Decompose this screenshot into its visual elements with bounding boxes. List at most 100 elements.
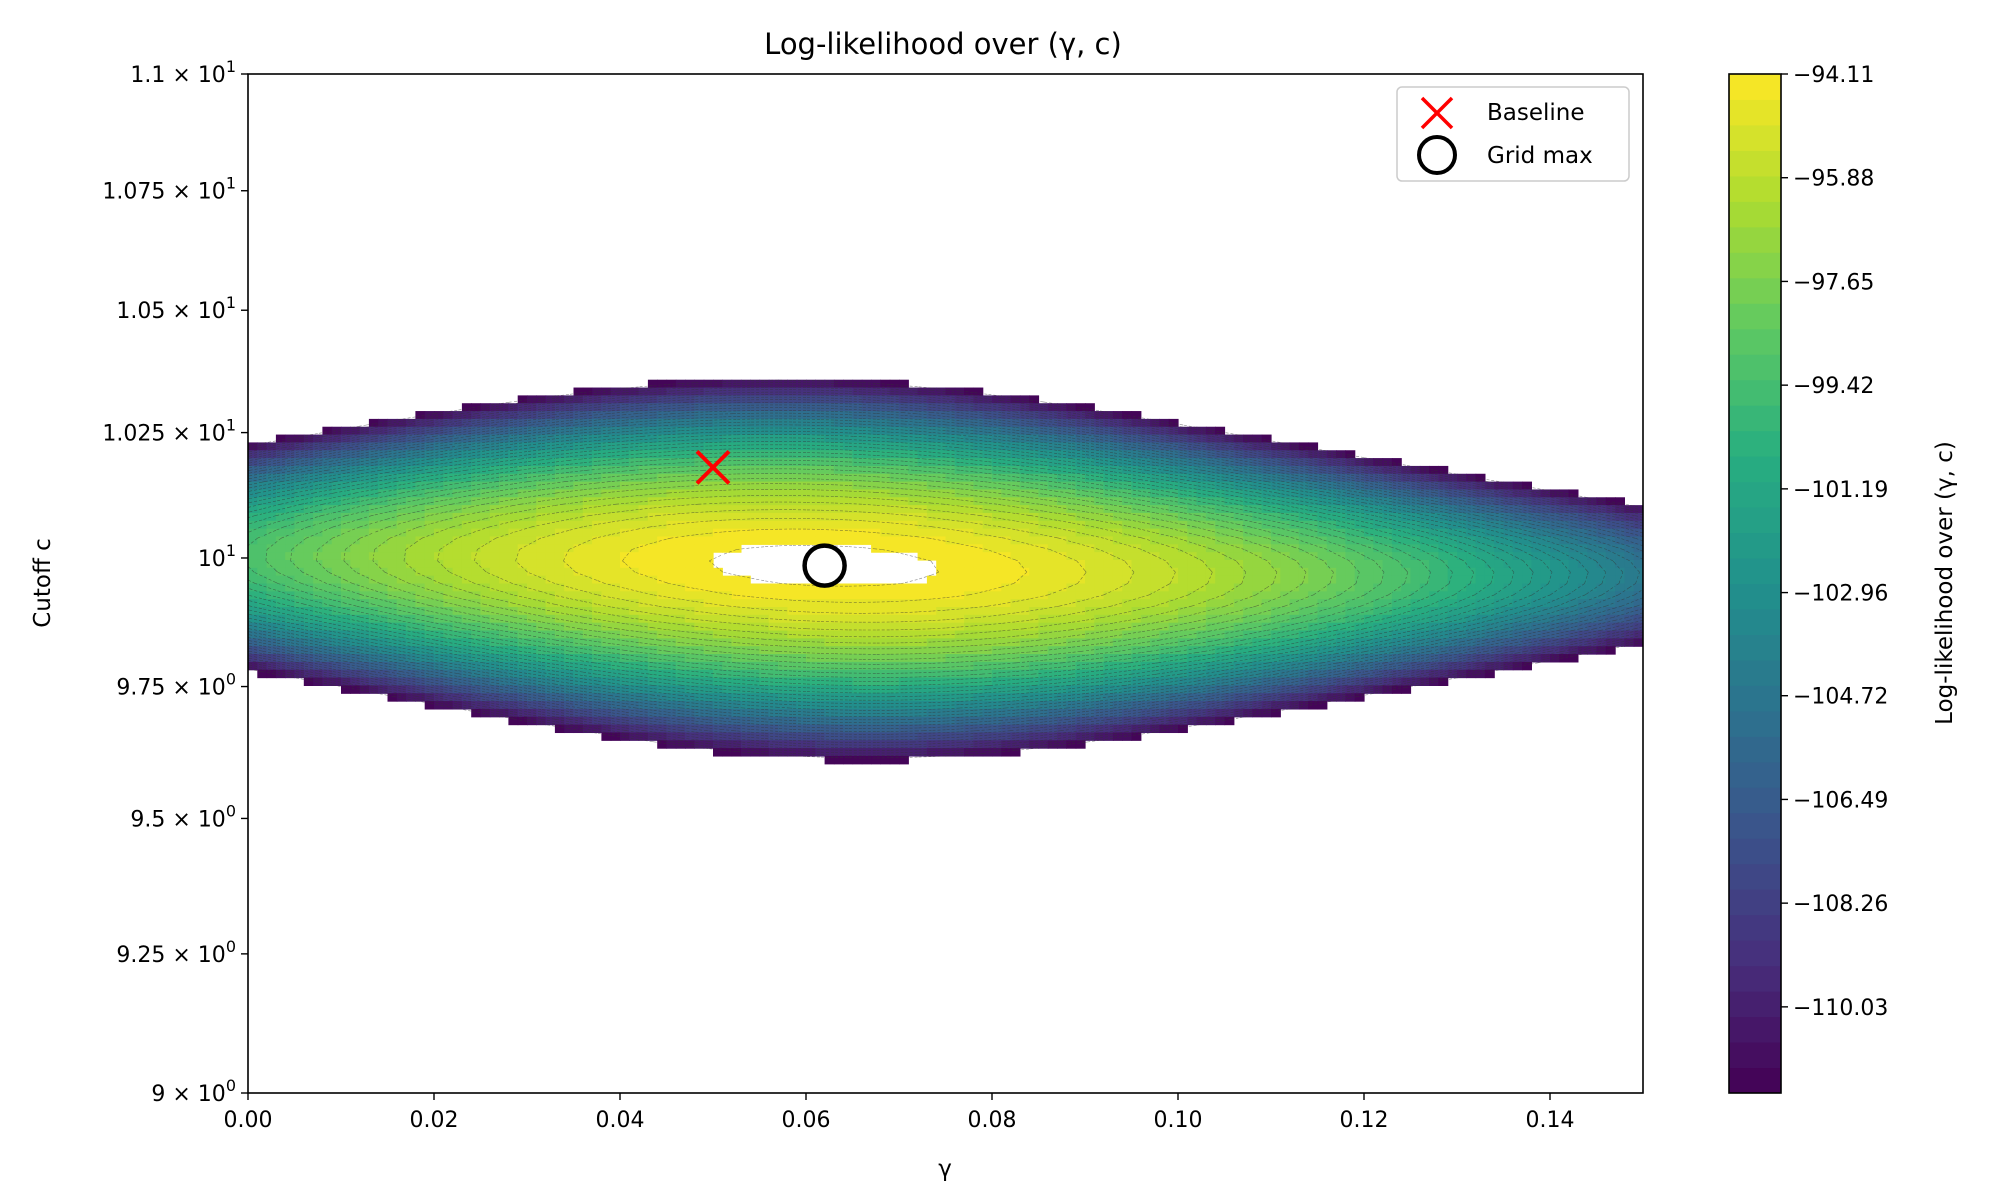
- contour-cell: [1559, 505, 1570, 514]
- contour-cell: [1019, 575, 1030, 585]
- contour-cell: [1205, 583, 1216, 592]
- contour-cell: [424, 426, 435, 436]
- contour-cell: [889, 434, 900, 444]
- contour-cell: [1457, 591, 1467, 600]
- contour-cell: [759, 395, 770, 404]
- contour-cell: [1457, 654, 1467, 663]
- contour-cell: [350, 599, 361, 608]
- contour-cell: [778, 418, 788, 428]
- contour-cell: [1280, 458, 1291, 467]
- contour-cell: [889, 630, 900, 639]
- contour-cell: [545, 552, 556, 561]
- contour-cell: [647, 544, 658, 553]
- contour-cell: [1364, 528, 1374, 538]
- contour-cell: [1596, 614, 1607, 624]
- contour-cell: [257, 575, 268, 585]
- contour-cell: [1605, 575, 1616, 585]
- contour-cell: [843, 669, 854, 679]
- contour-cell: [1085, 669, 1095, 679]
- contour-cell: [545, 567, 556, 577]
- contour-cell: [1419, 505, 1430, 514]
- contour-cell: [796, 505, 807, 514]
- contour-cell: [1271, 481, 1281, 491]
- contour-cell: [536, 622, 547, 632]
- contour-cell: [443, 622, 454, 632]
- contour-cell: [1178, 685, 1188, 694]
- contour-cell: [1075, 607, 1086, 616]
- contour-cell: [815, 497, 826, 506]
- contour-cell: [1401, 591, 1412, 600]
- contour-cell: [1587, 552, 1598, 561]
- contour-cell: [833, 536, 844, 545]
- contour-cell: [313, 591, 323, 600]
- contour-cell: [1047, 583, 1058, 592]
- contour-cell: [1205, 497, 1216, 506]
- contour-cell: [824, 677, 835, 686]
- contour-cell: [313, 442, 323, 451]
- contour-cell: [694, 552, 705, 561]
- contour-cell: [917, 646, 928, 655]
- contour-cell: [871, 544, 881, 553]
- contour-cell: [1243, 450, 1253, 459]
- contour-cell: [517, 418, 528, 428]
- contour-cell: [313, 434, 323, 444]
- contour-cell: [322, 646, 333, 655]
- contour-cell: [973, 481, 984, 491]
- contour-cell: [1159, 685, 1170, 694]
- contour-cell: [592, 465, 602, 475]
- contour-cell: [564, 552, 575, 561]
- contour-cell: [1122, 497, 1133, 506]
- contour-cell: [368, 536, 379, 545]
- contour-cell: [1252, 473, 1263, 483]
- contour-cell: [1484, 520, 1495, 530]
- contour-cell: [908, 426, 919, 436]
- contour-cell: [1466, 512, 1477, 522]
- contour-cell: [1345, 559, 1356, 569]
- contour-cell: [945, 638, 956, 647]
- contour-cell: [275, 607, 286, 616]
- contour-cell: [861, 614, 872, 624]
- contour-cell: [610, 685, 621, 694]
- contour-cell: [1298, 591, 1309, 600]
- contour-cell: [517, 426, 528, 436]
- contour-cell: [1438, 481, 1449, 491]
- contour-cell: [406, 450, 416, 459]
- contour-cell: [871, 630, 881, 639]
- contour-cell: [833, 418, 844, 428]
- contour-cell: [508, 458, 519, 467]
- contour-cell: [1057, 559, 1067, 569]
- contour-cell: [387, 552, 398, 561]
- contour-cell: [424, 607, 435, 616]
- contour-cell: [1047, 403, 1058, 412]
- contour-cell: [675, 465, 686, 475]
- contour-cell: [1122, 552, 1133, 561]
- contour-cell: [248, 497, 258, 506]
- contour-cell: [341, 614, 351, 624]
- contour-cell: [573, 685, 584, 694]
- contour-cell: [843, 442, 854, 451]
- contour-cell: [908, 442, 919, 451]
- contour-cell: [536, 512, 547, 522]
- contour-cell: [675, 418, 686, 428]
- contour-cell: [378, 661, 389, 671]
- contour-cell: [415, 434, 426, 444]
- contour-cell: [768, 489, 779, 498]
- contour-cell: [1075, 497, 1086, 506]
- contour-cell: [1540, 630, 1551, 639]
- contour-cell: [1271, 654, 1281, 663]
- contour-cell: [378, 520, 389, 530]
- contour-cell: [722, 512, 733, 522]
- contour-cell: [778, 379, 788, 389]
- contour-cell: [936, 473, 947, 483]
- contour-cell: [1085, 528, 1095, 538]
- contour-cell: [1140, 685, 1151, 694]
- contour-cell: [815, 536, 826, 545]
- contour-cell: [443, 607, 454, 616]
- contour-cell: [713, 591, 723, 600]
- contour-cell: [926, 591, 937, 600]
- contour-cell: [1410, 559, 1421, 569]
- contour-cell: [1577, 638, 1588, 647]
- contour-cell: [1243, 646, 1253, 655]
- contour-cell: [322, 434, 333, 444]
- contour-cell: [778, 638, 788, 647]
